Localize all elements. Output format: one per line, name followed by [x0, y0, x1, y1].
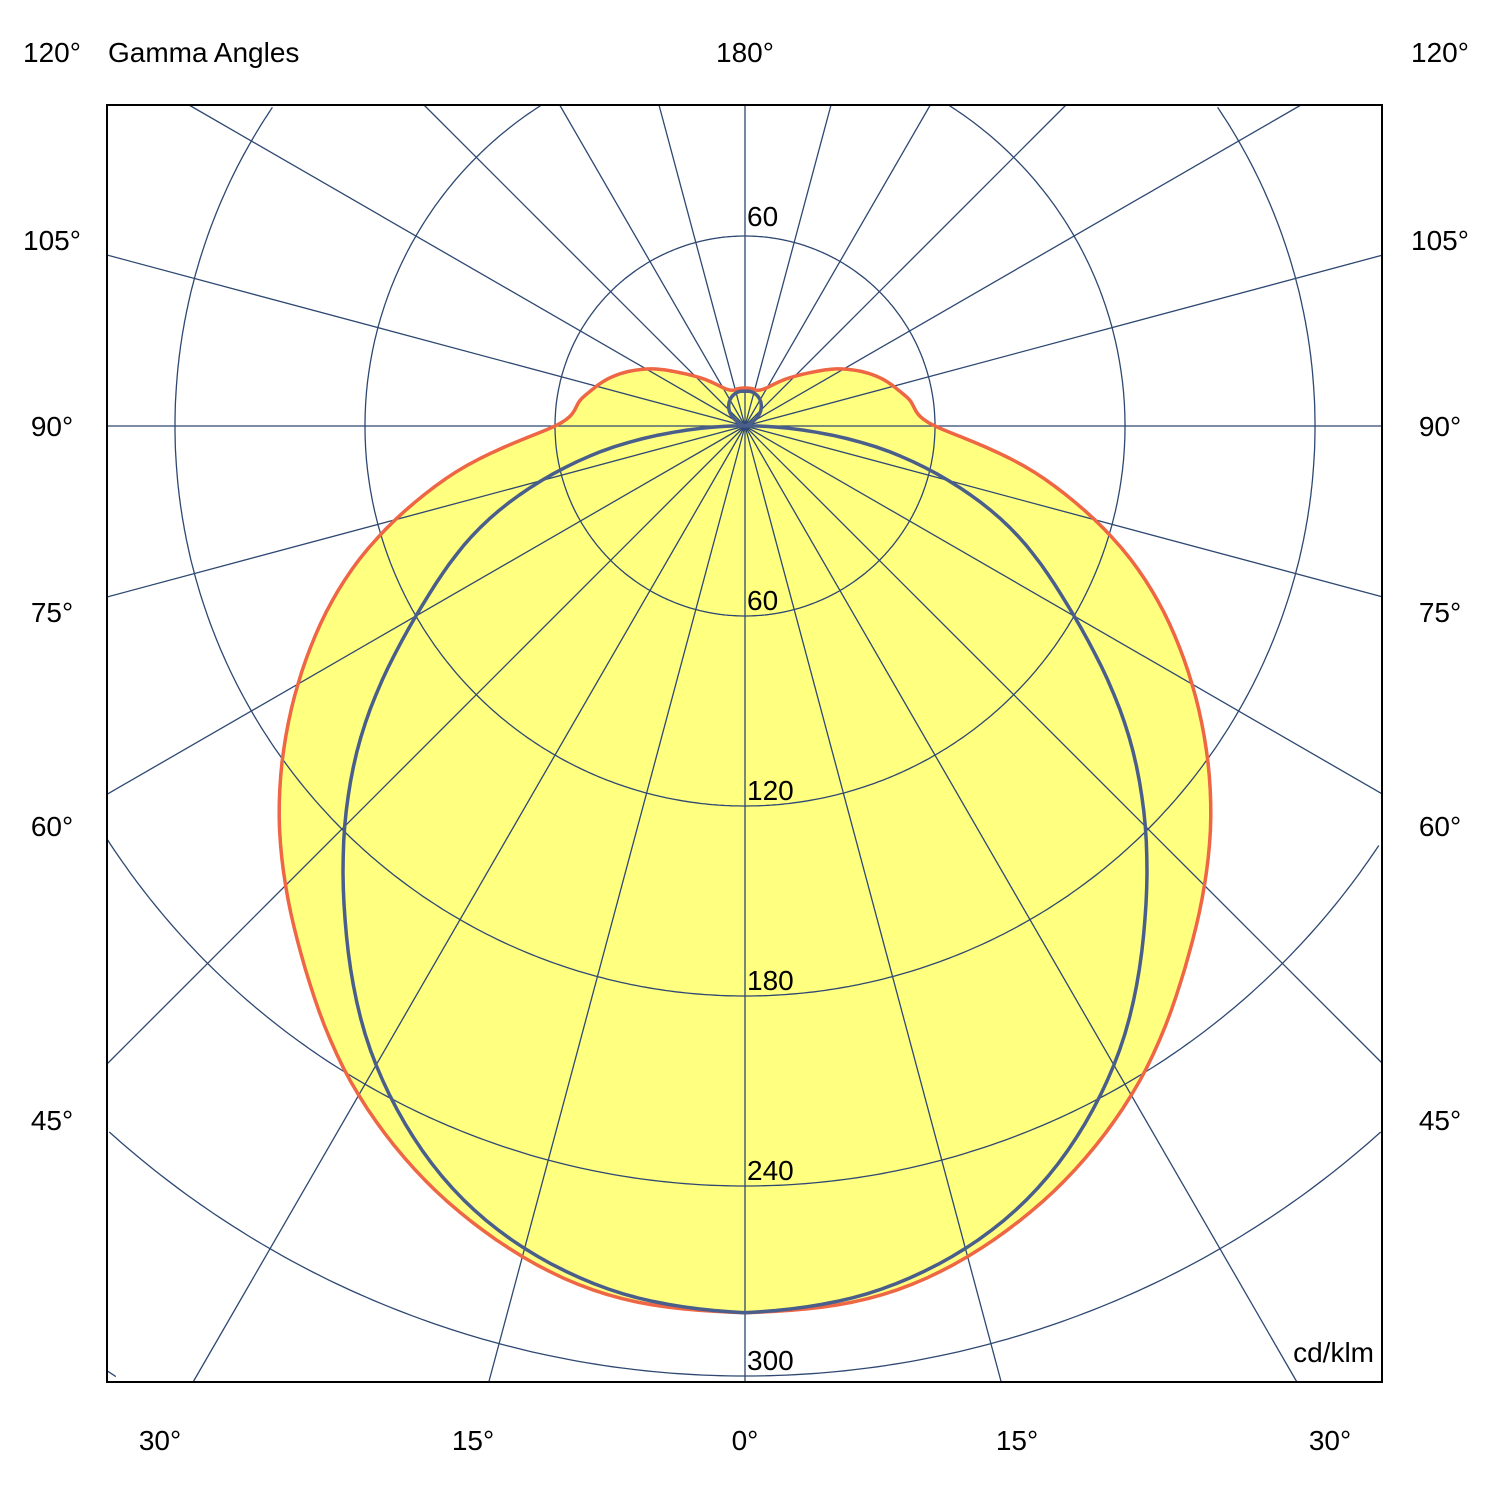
grid-radial-line: [106, 425, 746, 1065]
angle-label-left: 105°: [23, 225, 81, 256]
grid-radial-line: [744, 425, 1298, 1383]
grid-circle: [364, 104, 1126, 807]
grid-radial-line: [744, 425, 1002, 1383]
grid-radial-line: [559, 104, 746, 427]
grid-radial-line: [744, 104, 1067, 427]
angle-label-right: 105°: [1411, 225, 1469, 256]
grid-radial-line: [106, 425, 746, 598]
grid-radial-line: [423, 104, 746, 427]
angle-label-right: 120°: [1411, 37, 1469, 68]
grid-radial-line: [106, 254, 746, 427]
angle-label-bottom: 15°: [452, 1425, 494, 1456]
angle-label-left: 75°: [31, 597, 73, 628]
angle-label-right: 60°: [1419, 811, 1461, 842]
angle-label-left: 45°: [31, 1105, 73, 1136]
plot-frame: [106, 104, 1383, 1383]
grid-radial-line: [744, 425, 1383, 1064]
grid-radial-line: [188, 104, 746, 427]
grid-radial-line: [744, 104, 931, 427]
angle-label-right: 90°: [1419, 411, 1461, 442]
chart-title: Gamma Angles: [108, 37, 299, 68]
grid-circle: [107, 1370, 117, 1378]
angle-label-bottom: 30°: [1309, 1425, 1351, 1456]
radial-tick-label: 60: [747, 585, 778, 616]
grid-radial-line: [744, 104, 1302, 427]
radial-tick-label: 240: [747, 1155, 794, 1186]
angle-label-bottom: 15°: [996, 1425, 1038, 1456]
grid-radial-line: [488, 425, 746, 1383]
grid-circle: [107, 839, 1380, 1187]
radial-label-top: 60: [747, 201, 778, 232]
radial-tick-label: 120: [747, 775, 794, 806]
grid-radial-line: [744, 254, 1383, 427]
angle-label-right: 45°: [1419, 1105, 1461, 1136]
intensity-curve: [341, 389, 1149, 1315]
grid-radial-line: [106, 425, 746, 795]
angle-label-left: 90°: [31, 411, 73, 442]
grid-circle: [174, 106, 1316, 997]
grid-radial-line: [744, 425, 1383, 598]
grid-radial-line: [658, 104, 746, 427]
angle-label-right: 75°: [1419, 597, 1461, 628]
angle-label-bottom: 30°: [139, 1425, 181, 1456]
angle-label-bottom: 0°: [732, 1425, 759, 1456]
radial-tick-label: 180: [747, 965, 794, 996]
grid-radial-line: [744, 425, 1383, 795]
angle-label-top: 180°: [716, 37, 774, 68]
angle-label-left: 60°: [31, 811, 73, 842]
radial-tick-label: 300: [747, 1345, 794, 1376]
grid-radial-line: [192, 425, 746, 1383]
angle-label-left: 120°: [23, 37, 81, 68]
grid-circle: [108, 1131, 1382, 1377]
unit-label: cd/klm: [1293, 1337, 1374, 1368]
grid-radial-line: [744, 104, 832, 427]
